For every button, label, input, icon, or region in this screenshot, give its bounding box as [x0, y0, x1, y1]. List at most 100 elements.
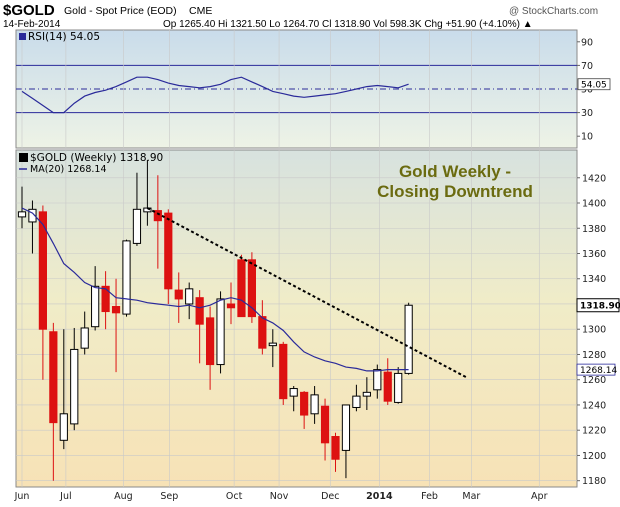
rsi-axis-tick: 30 [581, 108, 593, 119]
month-label: Aug [114, 491, 133, 502]
candle [49, 322, 58, 481]
candle-body-up [373, 369, 382, 391]
candle [59, 329, 68, 450]
rsi-current-tag-box [577, 78, 611, 91]
ma-value: 1268.14 [580, 366, 617, 376]
candle [226, 282, 236, 325]
rsi-legend: RSI(14) 54.05 [19, 31, 100, 43]
price-legend-label: $GOLD (Weekly) 1318.90 [30, 152, 163, 164]
candle-body-down [226, 303, 236, 309]
candle-body-up [268, 342, 277, 347]
candle [164, 209, 173, 304]
rsi-axis-tick: 10 [581, 132, 593, 143]
last-price-value: 1318.90 [580, 302, 620, 312]
candle [310, 386, 319, 424]
month-label: Jun [14, 491, 30, 502]
candle [206, 306, 215, 390]
ma20-line [21, 207, 409, 372]
price-grid [16, 150, 577, 487]
rsi-current-value: 54.05 [581, 81, 607, 91]
price-axis-tick: 1240 [582, 400, 606, 411]
rsi-axis-tick: 70 [581, 61, 593, 72]
candle-body-down [247, 259, 257, 318]
candle [174, 272, 183, 323]
candle-body-up [352, 395, 361, 408]
rsi-legend-swatch [19, 33, 26, 40]
price-axis-tick: 1260 [582, 375, 606, 386]
candle-body-down [320, 405, 330, 444]
stockcharts-watermark: @ StockCharts.com [509, 6, 598, 17]
candle [195, 290, 204, 364]
instrument-name: Gold - Spot Price (EOD) [64, 5, 177, 17]
candle [237, 254, 246, 318]
candle-body-up [70, 348, 79, 425]
candle [101, 271, 110, 330]
candle-body-up [216, 298, 225, 366]
month-label: Oct [226, 491, 243, 502]
month-label: Sep [160, 491, 178, 502]
month-label: Mar [462, 491, 480, 502]
candle-body-up [341, 404, 351, 451]
candle-body-down [153, 210, 162, 222]
candle-body-down [237, 259, 246, 318]
price-axis-tick: 1420 [582, 173, 606, 184]
ma-value-tag: 1268.14 [576, 363, 617, 376]
candle-body-up [28, 208, 37, 223]
candle [373, 364, 382, 399]
candle [258, 300, 267, 355]
candle [185, 282, 194, 320]
candle-body-down [300, 391, 309, 416]
candle-body-up [80, 327, 89, 349]
candle-body-down [279, 343, 288, 400]
rsi-panel: 9070503010 RSI(14) 54.05 54.05 [15, 29, 611, 149]
candle-body-down [49, 331, 58, 424]
price-axis-tick: 1360 [582, 249, 606, 260]
candle-body-down [383, 371, 392, 402]
ma-value-tag-box [576, 363, 616, 376]
price-legend: $GOLD (Weekly) 1318.90 MA(20) 1268.14 [19, 152, 163, 175]
candle [17, 186, 27, 229]
rsi-panel-background [15, 29, 578, 149]
candle [320, 398, 330, 461]
candle-body-up [132, 208, 142, 244]
candle-body-up [362, 391, 371, 397]
price-axis-tick: 1220 [582, 426, 606, 437]
candle-body-down [101, 285, 110, 313]
month-label: Dec [321, 491, 339, 502]
price-panel-background [15, 149, 578, 488]
candle-body-down [195, 297, 204, 325]
price-axis: 1420140013801360134013201300128012601240… [577, 173, 606, 487]
month-axis: Jun Jul Aug Sep Oct Nov Dec 2014 Feb Mar Apr [14, 491, 548, 502]
candle-body-down [258, 316, 267, 349]
candle [341, 404, 351, 479]
rsi-axis-tick: 90 [581, 37, 593, 48]
candle-body-up [17, 211, 27, 218]
price-axis-tick: 1380 [582, 224, 606, 235]
candle-body-up [394, 372, 403, 403]
month-label: Jul [59, 491, 71, 502]
candle-body-down [174, 289, 183, 300]
candlesticks [17, 160, 413, 481]
candle [91, 266, 100, 331]
candle [111, 278, 121, 373]
price-axis-tick: 1280 [582, 350, 606, 361]
month-label: Nov [270, 491, 289, 502]
rsi-line [21, 76, 409, 114]
ticker-symbol: $GOLD [3, 2, 55, 19]
candle-body-down [164, 212, 173, 290]
candle [289, 386, 298, 412]
exchange-name: CME [189, 5, 212, 17]
candle-body-down [206, 317, 215, 366]
rsi-legend-label: RSI(14) 54.05 [28, 31, 100, 43]
price-axis-tick: 1300 [582, 325, 606, 336]
candle-body-up [59, 413, 68, 441]
month-label: Feb [421, 491, 438, 502]
candle-body-down [331, 436, 340, 460]
candle [80, 311, 89, 355]
candle [153, 175, 162, 269]
price-legend-swatch [19, 153, 28, 162]
candle [331, 432, 340, 472]
month-label: 2014 [366, 491, 393, 502]
quote-summary: Op 1265.40 Hi 1321.50 Lo 1264.70 Cl 1318… [163, 19, 533, 30]
